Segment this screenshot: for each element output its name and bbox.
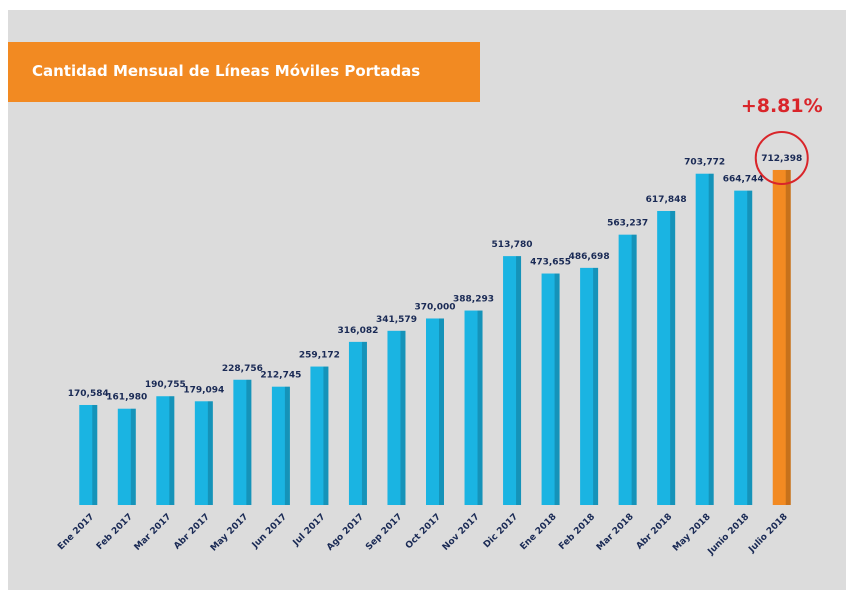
bar — [117, 408, 136, 505]
bar — [310, 366, 329, 505]
bar — [348, 341, 367, 505]
bar — [657, 210, 676, 505]
bar — [194, 401, 213, 505]
bar — [541, 273, 560, 505]
title-banner — [8, 42, 480, 102]
bar — [734, 190, 753, 506]
value-label: 212,745 — [260, 371, 301, 381]
bar — [580, 267, 599, 505]
bar — [772, 169, 791, 506]
value-label: 161,980 — [106, 393, 147, 403]
bar-shade — [477, 310, 483, 505]
bar-shade — [323, 366, 329, 505]
value-label: 703,772 — [684, 158, 725, 168]
value-label: 341,579 — [376, 315, 417, 325]
bar-shade — [400, 330, 406, 505]
bar-shade — [92, 404, 98, 505]
bar-shade — [593, 267, 599, 505]
bar — [233, 379, 252, 505]
value-label: 712,398 — [761, 154, 802, 164]
chart-title: Cantidad Mensual de Líneas Móviles Porta… — [32, 62, 420, 80]
value-label: 388,293 — [453, 295, 494, 305]
value-label: 190,755 — [145, 380, 186, 390]
value-label: 486,698 — [569, 252, 610, 262]
value-label: 228,756 — [222, 364, 263, 374]
bar-shade — [554, 273, 560, 505]
bar — [464, 310, 483, 505]
bar-shade — [361, 341, 367, 505]
bar-shade — [130, 408, 136, 505]
highlight-circle — [754, 130, 809, 185]
value-label: 259,172 — [299, 351, 340, 361]
value-label: 370,000 — [415, 302, 456, 312]
value-label: 473,655 — [530, 258, 571, 268]
bar — [387, 330, 406, 505]
bar — [618, 234, 637, 505]
value-label: 513,780 — [492, 240, 533, 250]
value-label: 664,744 — [723, 175, 764, 185]
bar — [503, 256, 522, 505]
bar — [695, 173, 714, 505]
bar-shade — [169, 396, 175, 505]
bar-shade — [708, 173, 714, 505]
annotation: +8.81% — [741, 95, 823, 117]
bar-shade — [246, 379, 252, 505]
bar — [156, 396, 175, 505]
value-label: 617,848 — [646, 195, 687, 205]
bar-shade — [670, 210, 676, 505]
value-label: 316,082 — [337, 326, 378, 336]
bar-shade — [631, 234, 637, 505]
bar-shade — [439, 318, 444, 505]
bar-shade — [284, 386, 290, 505]
bar-shade — [747, 190, 753, 506]
value-label: 170,584 — [68, 389, 109, 399]
bar — [79, 404, 98, 505]
bar-shade — [516, 256, 522, 505]
bar — [271, 386, 290, 505]
bar — [426, 318, 444, 505]
value-label: 563,237 — [607, 219, 648, 229]
value-label: 179,094 — [183, 385, 224, 395]
bar-shade — [785, 169, 791, 506]
bar-shade — [207, 401, 213, 505]
